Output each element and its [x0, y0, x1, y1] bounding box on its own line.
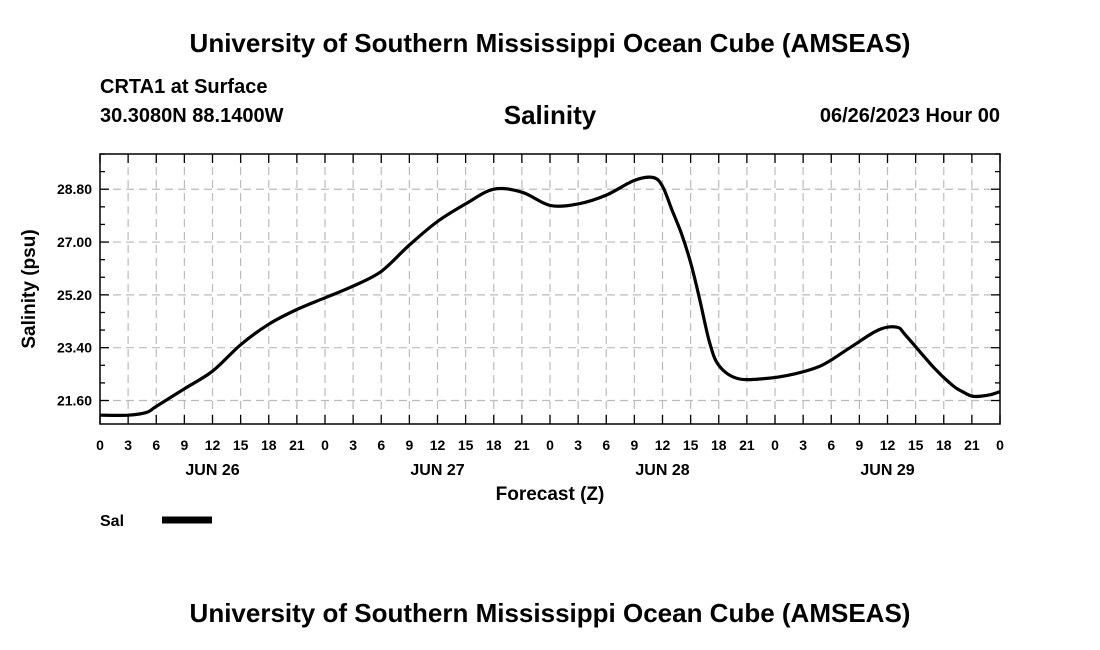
day-label: JUN 29 [860, 462, 914, 479]
x-tick-label: 9 [855, 437, 863, 453]
x-tick-label: 3 [124, 437, 132, 453]
day-label: JUN 27 [410, 462, 464, 479]
x-tick-label: 0 [771, 437, 779, 453]
y-tick-label: 21.60 [57, 393, 92, 409]
x-tick-label: 21 [739, 437, 755, 453]
x-tick-label: 18 [261, 437, 277, 453]
day-label: JUN 28 [635, 462, 689, 479]
y-tick-label: 25.20 [57, 287, 92, 303]
coordinates-label: 30.3080N 88.1400W [100, 105, 284, 127]
x-tick-label: 6 [377, 437, 385, 453]
x-tick-label: 0 [321, 437, 329, 453]
forecast-date: 06/26/2023 Hour 00 [819, 105, 1000, 127]
x-tick-label: 6 [602, 437, 610, 453]
x-tick-label: 15 [233, 437, 249, 453]
y-axis-label: Salinity (psu) [19, 229, 40, 348]
y-tick-label: 27.00 [57, 234, 92, 250]
x-axis-label: Forecast (Z) [496, 484, 605, 505]
x-tick-label: 21 [514, 437, 530, 453]
y-tick-label: 23.40 [57, 340, 92, 356]
x-tick-label: 0 [996, 437, 1004, 453]
y-tick-label: 28.80 [57, 181, 92, 197]
x-tick-label: 18 [486, 437, 502, 453]
x-tick-label: 12 [880, 437, 896, 453]
station-label: CRTA1 at Surface [100, 76, 268, 98]
x-tick-label: 18 [711, 437, 727, 453]
x-tick-label: 6 [827, 437, 835, 453]
x-tick-label: 12 [430, 437, 446, 453]
legend-label: Sal [100, 513, 124, 530]
x-tick-label: 9 [630, 437, 638, 453]
footer-title: University of Southern Mississippi Ocean… [189, 598, 911, 628]
x-tick-label: 0 [546, 437, 554, 453]
day-label: JUN 26 [185, 462, 239, 479]
x-tick-label: 15 [683, 437, 699, 453]
x-tick-label: 21 [964, 437, 980, 453]
x-tick-label: 6 [152, 437, 160, 453]
x-tick-label: 3 [799, 437, 807, 453]
x-tick-label: 15 [458, 437, 474, 453]
x-tick-label: 21 [289, 437, 305, 453]
x-tick-label: 9 [180, 437, 188, 453]
x-tick-label: 0 [96, 437, 104, 453]
x-tick-label: 15 [908, 437, 924, 453]
x-tick-label: 12 [655, 437, 671, 453]
x-tick-label: 3 [574, 437, 582, 453]
x-tick-label: 9 [405, 437, 413, 453]
main-title: University of Southern Mississippi Ocean… [189, 28, 911, 58]
chart-title: Salinity [503, 100, 597, 130]
x-tick-label: 3 [349, 437, 357, 453]
x-tick-label: 18 [936, 437, 952, 453]
series-line-sal [99, 175, 1001, 418]
x-tick-label: 12 [205, 437, 221, 453]
